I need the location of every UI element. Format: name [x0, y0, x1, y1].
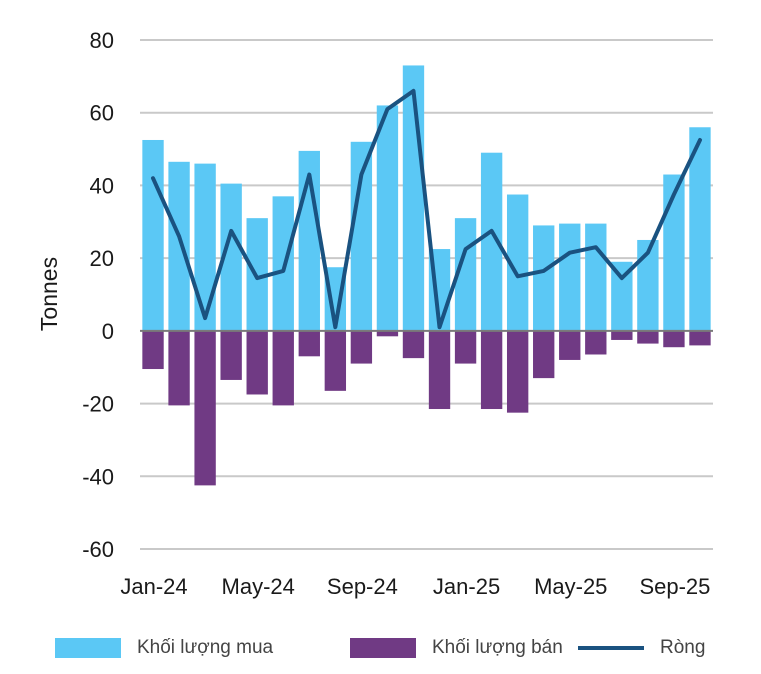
bar-buy	[376, 105, 399, 331]
bar-sell	[298, 330, 320, 357]
bar-sell	[246, 330, 268, 395]
legend-item-sell: Khối lượng bán	[350, 628, 563, 668]
bar-buy	[689, 127, 711, 331]
chart: 80 60 40 20 0 -20 -40 -60 Tonnes Jan-24 May-24 Se…	[36, 28, 713, 599]
bar-sell	[402, 330, 425, 359]
bar-sell	[663, 330, 685, 348]
bar-sell	[689, 330, 711, 346]
legend-label-sell: Khối lượng bán	[432, 637, 563, 658]
x-axis-ticks: Jan-24 May-24 Sep-24 Jan-25 May-25 Sep-25	[120, 574, 710, 599]
bar-buy	[194, 163, 216, 331]
bar-buy	[350, 141, 373, 331]
y-tick-label: 60	[90, 101, 114, 126]
bar-buy	[663, 174, 685, 331]
bar-sell	[428, 330, 451, 410]
y-tick-label: 0	[102, 319, 114, 344]
y-tick-label: -20	[82, 392, 114, 417]
bar-sell	[194, 330, 216, 486]
x-tick-label: May-25	[534, 574, 607, 599]
bar-sell	[454, 330, 477, 364]
bar-sell	[324, 330, 347, 391]
x-tick-label: Jan-25	[433, 574, 500, 599]
bar-buy	[506, 194, 529, 331]
bar-sell	[168, 330, 190, 406]
bar-sell	[637, 330, 659, 344]
bar-sell	[533, 330, 555, 379]
bar-buy	[220, 183, 242, 331]
x-tick-label: Sep-25	[639, 574, 710, 599]
y-tick-label: 80	[90, 28, 114, 53]
legend-item-net: Ròng	[578, 628, 705, 668]
y-axis-ticks: 80 60 40 20 0 -20 -40 -60	[82, 28, 114, 562]
series-sell-bars	[142, 330, 711, 486]
legend-swatch-net	[578, 646, 644, 650]
bar-buy	[611, 261, 633, 331]
legend: Khối lượng mua Khối lượng bán Ròng	[0, 628, 761, 668]
bar-buy	[324, 267, 347, 331]
bar-sell	[585, 330, 607, 355]
bar-buy	[480, 152, 503, 331]
legend-label-net: Ròng	[660, 637, 706, 658]
bar-sell	[350, 330, 373, 364]
y-axis-label: Tonnes	[36, 257, 62, 331]
bar-buy	[168, 161, 190, 331]
bar-sell	[220, 330, 242, 380]
bar-buy	[637, 239, 659, 331]
bar-buy	[559, 223, 581, 331]
x-tick-label: Jan-24	[120, 574, 187, 599]
bar-sell	[376, 330, 399, 337]
bar-sell	[506, 330, 529, 413]
y-tick-label: 40	[90, 173, 114, 198]
net-line	[151, 88, 702, 330]
series-net-line	[151, 88, 702, 330]
legend-swatch-buy	[55, 638, 121, 658]
x-tick-label: May-24	[222, 574, 295, 599]
x-tick-label: Sep-24	[327, 574, 398, 599]
bar-sell	[272, 330, 294, 406]
y-tick-label: -60	[82, 537, 114, 562]
bar-sell	[142, 330, 164, 370]
y-tick-label: -40	[82, 464, 114, 489]
legend-label-buy: Khối lượng mua	[137, 637, 274, 658]
bar-buy	[142, 139, 164, 331]
y-tick-label: 20	[90, 246, 114, 271]
bar-sell	[559, 330, 581, 360]
bar-buy	[585, 223, 607, 331]
bar-sell	[611, 330, 633, 340]
bar-buy	[533, 225, 555, 331]
legend-swatch-sell	[350, 638, 416, 658]
legend-item-buy: Khối lượng mua	[55, 628, 273, 668]
bar-sell	[480, 330, 503, 410]
